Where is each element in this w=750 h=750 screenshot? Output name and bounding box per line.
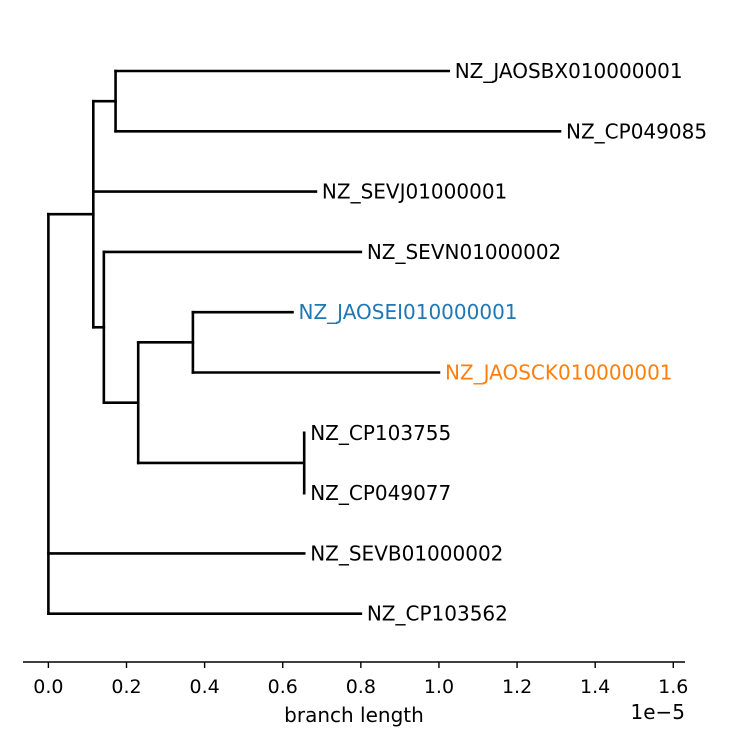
x-tick-label: 1.0 (424, 676, 454, 698)
tree-branches (47, 69, 562, 616)
tip-label: NZ_JAOSCK010000001 (445, 361, 673, 385)
x-axis-label: branch length (284, 703, 424, 727)
tip-label: NZ_CP049077 (310, 481, 451, 505)
tip-label: NZ_SEVB01000002 (310, 541, 503, 565)
x-tick-label: 1.4 (580, 676, 610, 698)
tip-label: NZ_CP103755 (310, 421, 451, 445)
x-axis: 0.0 0.2 0.4 0.6 0.8 1.0 1.2 1.4 1.6 branch lengt… (23, 661, 688, 727)
x-tick-label: 0.8 (346, 676, 376, 698)
tip-label: NZ_JAOSBX010000001 (455, 59, 683, 83)
x-tick-label: 0.6 (268, 676, 298, 698)
tip-label: NZ_JAOSEI010000001 (298, 300, 517, 324)
tip-labels: NZ_JAOSBX010000001 NZ_CP049085 NZ_SEVJ0100… (298, 59, 707, 626)
x-tick-label: 1.2 (502, 676, 532, 698)
x-tick-label: 0.2 (111, 676, 141, 698)
x-tick-label: 0.0 (33, 676, 63, 698)
tip-label: NZ_CP103562 (367, 602, 508, 626)
tip-label: NZ_SEVN01000002 (367, 240, 561, 264)
x-axis-offset-label: 1e−5 (630, 700, 685, 724)
x-axis-ticks: 0.0 0.2 0.4 0.6 0.8 1.0 1.2 1.4 1.6 (33, 662, 688, 698)
x-tick-label: 0.4 (190, 676, 220, 698)
tip-label: NZ_SEVJ01000001 (322, 180, 507, 204)
tip-label: NZ_CP049085 (566, 119, 707, 143)
x-tick-label: 1.6 (658, 676, 688, 698)
